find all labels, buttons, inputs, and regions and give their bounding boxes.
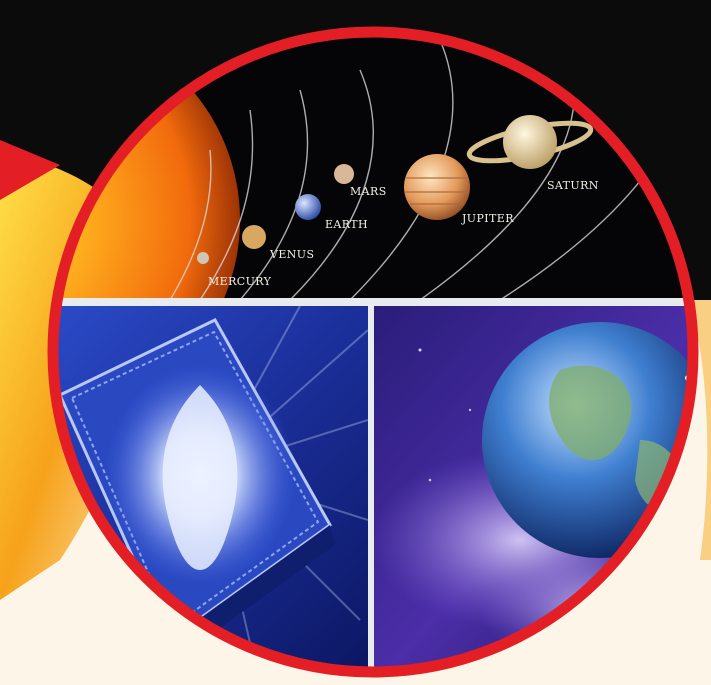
venus — [242, 225, 266, 249]
planet-label-earth: EARTH — [325, 218, 368, 231]
orange-swoosh-edge — [0, 140, 60, 200]
star — [418, 348, 422, 352]
red-ring — [47, 26, 699, 678]
earth-small — [295, 194, 321, 220]
panel-divider-vertical — [368, 306, 374, 670]
planet-label-mars: MARS — [350, 185, 387, 198]
star — [428, 478, 432, 482]
jupiter-bands — [405, 177, 469, 205]
mars — [334, 164, 354, 184]
continent — [549, 365, 632, 460]
saturn — [503, 115, 557, 169]
planet-label-venus: VENUS — [269, 248, 314, 261]
jupiter — [404, 154, 470, 220]
planet-label-mercury: MERCURY — [208, 275, 272, 288]
panel-divider-horizontal — [55, 298, 691, 306]
mercury — [197, 252, 209, 264]
right-warm-glow — [690, 300, 711, 560]
planet-label-jupiter: JUPITER — [461, 212, 514, 225]
star — [468, 408, 472, 412]
book-panel — [55, 306, 368, 670]
planet-label-saturn: SATURN — [547, 179, 599, 192]
